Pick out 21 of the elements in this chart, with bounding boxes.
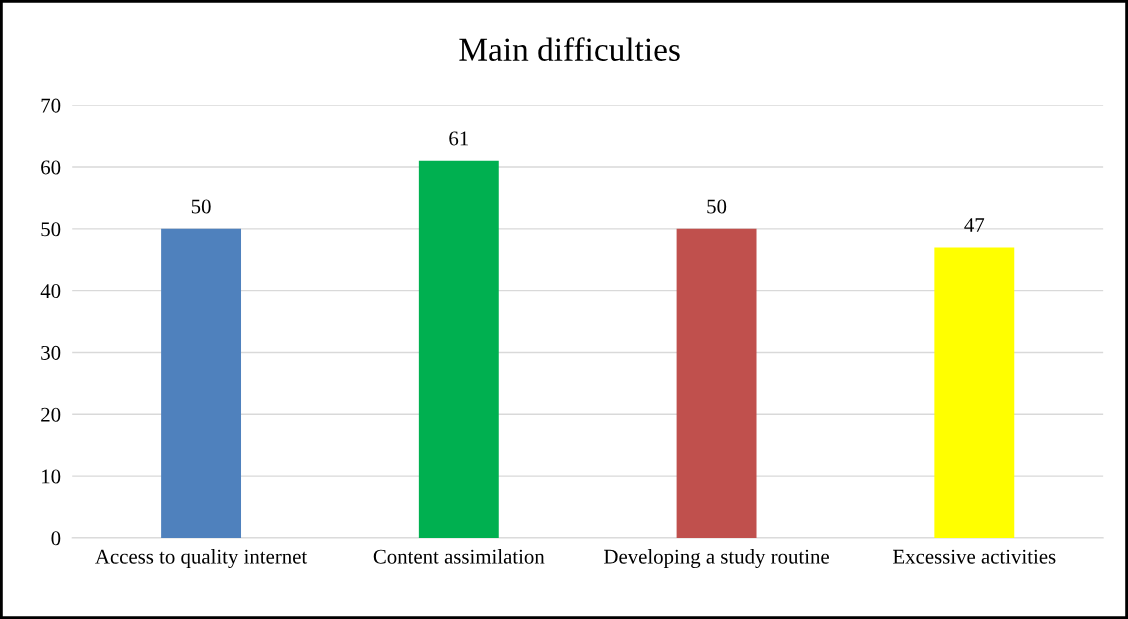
- y-tick-label: 10: [42, 469, 61, 484]
- data-label: 50: [191, 199, 211, 214]
- x-tick-label: Content assimilation: [373, 549, 545, 564]
- y-tick-label: 30: [41, 345, 61, 360]
- bar: [934, 247, 1015, 538]
- x-tick-label: Developing a study routine: [604, 549, 829, 568]
- chart-title: Main difficulties: [459, 37, 680, 61]
- y-tick-label: 0: [51, 531, 61, 546]
- x-tick-label: Excessive activities: [893, 549, 1056, 564]
- bar: [676, 228, 757, 538]
- y-tick-label: 20: [41, 407, 61, 422]
- bar: [161, 228, 242, 538]
- y-tick-label: 60: [41, 160, 61, 175]
- y-tick-label: 50: [41, 222, 61, 237]
- y-tick-label: 70: [41, 98, 61, 113]
- y-tick-label: 40: [40, 284, 61, 299]
- data-label: 47: [964, 218, 985, 232]
- x-tick-label: Access to quality internet: [95, 549, 308, 568]
- bar: [418, 160, 499, 538]
- data-label: 61: [449, 131, 468, 146]
- data-label: 50: [707, 199, 727, 214]
